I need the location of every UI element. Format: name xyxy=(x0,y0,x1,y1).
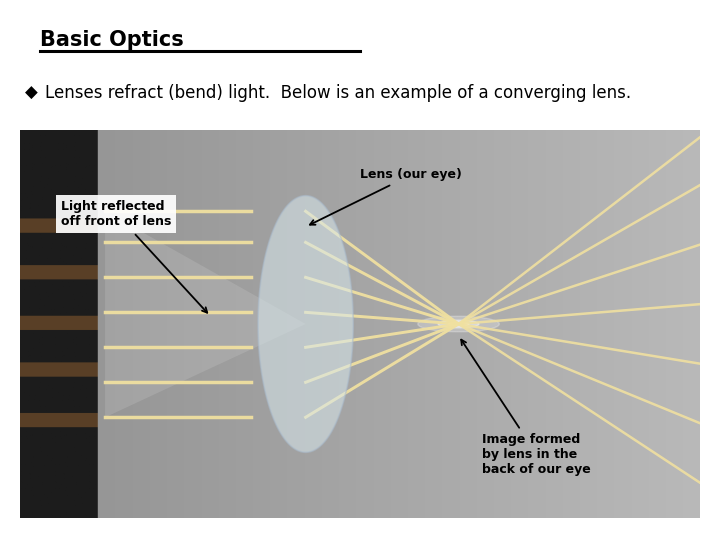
Text: Basic Optics: Basic Optics xyxy=(40,30,184,50)
Text: ◆: ◆ xyxy=(25,84,38,102)
Polygon shape xyxy=(258,195,354,453)
Text: Image formed
by lens in the
back of our eye: Image formed by lens in the back of our … xyxy=(462,340,591,476)
Ellipse shape xyxy=(449,322,469,326)
Text: Light reflected
off front of lens: Light reflected off front of lens xyxy=(61,200,207,313)
Ellipse shape xyxy=(438,320,479,328)
Text: Lenses refract (bend) light.  Below is an example of a converging lens.: Lenses refract (bend) light. Below is an… xyxy=(45,84,631,102)
Text: Lens (our eye): Lens (our eye) xyxy=(310,168,462,225)
Polygon shape xyxy=(105,211,305,417)
Ellipse shape xyxy=(418,316,500,332)
